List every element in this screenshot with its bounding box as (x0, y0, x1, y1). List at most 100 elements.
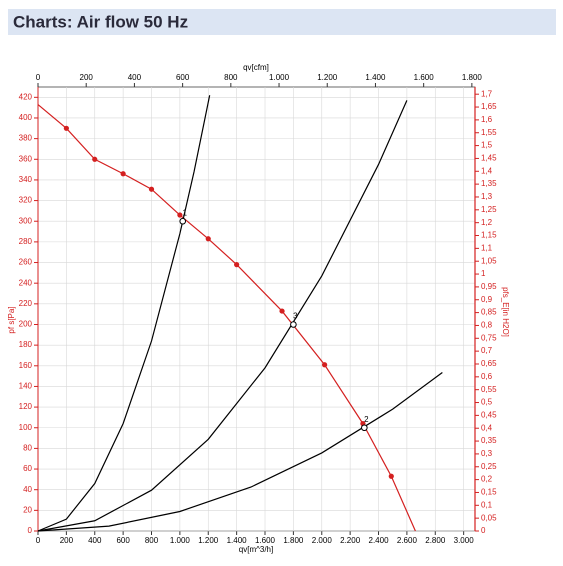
y-tick-label: 280 (19, 237, 33, 246)
y-tick-label: 0 (28, 526, 33, 535)
x-tick-label: 2.400 (369, 536, 390, 545)
x2-tick-label: 1.600 (414, 73, 435, 82)
y-tick-label: 200 (19, 320, 33, 329)
x2-tick-label: 0 (36, 73, 41, 82)
x-tick-label: 2.200 (340, 536, 361, 545)
y-tick-label: 240 (19, 278, 33, 287)
operating-point-label: 1 (182, 208, 187, 217)
y-tick-label: 100 (19, 423, 33, 432)
y-tick-label: 300 (19, 216, 33, 225)
y2-tick-label: 0,8 (481, 321, 493, 330)
y2-tick-label: 0,75 (481, 333, 497, 342)
y2-tick-label: 1,1 (481, 243, 493, 252)
x-tick-label: 0 (36, 536, 41, 545)
x-tick-label: 800 (145, 536, 159, 545)
y2-tick-label: 0,45 (481, 410, 497, 419)
x-tick-label: 600 (116, 536, 130, 545)
header-title: Charts: Air flow 50 Hz (13, 12, 188, 31)
y2-tick-label: 1,5 (481, 141, 493, 150)
y2-tick-label: 0,3 (481, 449, 493, 458)
x-tick-label: 1.000 (170, 536, 191, 545)
curve (37, 372, 443, 532)
curve-marker (205, 236, 211, 242)
plot: 0 200 400 600 800 1.000 1.200 1.400 1.600 1.800 2.… (19, 73, 497, 545)
operating-point-label: 3 (293, 312, 298, 321)
y2-axis-label: pfs_E[in H2O] (501, 287, 510, 337)
y2-tick-label: 1,3 (481, 192, 493, 201)
y-axis-label: pf s[Pa] (7, 306, 16, 333)
y-tick-label: 320 (19, 196, 33, 205)
x2-tick-label: 1.000 (269, 73, 290, 82)
curve-marker (234, 262, 240, 268)
y-tick-label: 160 (19, 361, 33, 370)
x-tick-label: 1.400 (227, 536, 248, 545)
y-tick-label: 360 (19, 154, 33, 163)
x2-tick-label: 800 (224, 73, 238, 82)
y-tick-label: 140 (19, 382, 33, 391)
y2-tick-label: 1,2 (481, 218, 493, 227)
x2-tick-label: 1.800 (462, 73, 483, 82)
y2-tick-label: 0,7 (481, 346, 493, 355)
curve-marker (177, 212, 183, 218)
x2-tick-label: 1.200 (317, 73, 338, 82)
x-tick-label: 200 (60, 536, 74, 545)
y2-tick-label: 1,7 (481, 89, 493, 98)
y-tick-label: 120 (19, 402, 33, 411)
y-tick-label: 40 (23, 485, 32, 494)
y2-tick-label: 0,1 (481, 500, 493, 509)
curve-marker (388, 473, 394, 479)
y2-tick-label: 0,5 (481, 398, 493, 407)
operating-point-label: 2 (364, 415, 369, 424)
y-tick-label: 60 (23, 464, 32, 473)
curve-marker (63, 125, 69, 131)
y2-tick-label: 0 (481, 526, 486, 535)
y2-tick-label: 1,05 (481, 256, 497, 265)
y2-tick-label: 1,45 (481, 154, 497, 163)
y2-tick-label: 1,6 (481, 115, 493, 124)
y2-tick-label: 1,25 (481, 205, 497, 214)
x-tick-label: 3.000 (454, 536, 475, 545)
y2-tick-label: 0,2 (481, 475, 493, 484)
x-tick-label: 1.800 (283, 536, 304, 545)
y2-tick-label: 0,25 (481, 462, 497, 471)
x-tick-label: 2.000 (312, 536, 333, 545)
x-axis-label: qv[m^3/h] (239, 545, 273, 554)
y2-tick-label: 0,4 (481, 423, 493, 432)
curve-marker (120, 171, 126, 177)
y2-tick-label: 1,35 (481, 179, 497, 188)
x-tick-label: 2.800 (425, 536, 446, 545)
x2-axis-label: qv[cfm] (243, 63, 269, 72)
y2-tick-label: 0,65 (481, 359, 497, 368)
curve (37, 100, 408, 532)
curve-marker (279, 308, 285, 314)
y2-tick-label: 0,85 (481, 308, 497, 317)
x-tick-label: 400 (88, 536, 102, 545)
y2-tick-label: 0,55 (481, 385, 497, 394)
y2-tick-label: 0,6 (481, 372, 493, 381)
x2-tick-label: 200 (80, 73, 94, 82)
x2-tick-label: 600 (176, 73, 190, 82)
operating-point (361, 424, 368, 432)
x-tick-label: 1.200 (198, 536, 219, 545)
y-tick-label: 80 (23, 444, 32, 453)
y-tick-label: 380 (19, 134, 33, 143)
y-tick-label: 420 (19, 92, 33, 101)
y-tick-label: 20 (23, 505, 32, 514)
y2-tick-label: 1,55 (481, 128, 497, 137)
y2-tick-label: 1 (481, 269, 486, 278)
y2-tick-label: 0,9 (481, 295, 493, 304)
curve-marker (322, 362, 328, 368)
x-tick-label: 1.600 (255, 536, 276, 545)
y2-tick-label: 0,15 (481, 488, 497, 497)
operating-point (179, 217, 187, 225)
y2-tick-label: 0,05 (481, 513, 497, 522)
y-tick-label: 340 (19, 175, 33, 184)
y-tick-label: 220 (19, 299, 33, 308)
header-bar (8, 9, 556, 35)
y2-tick-label: 0,95 (481, 282, 497, 291)
y2-tick-label: 1,65 (481, 102, 497, 111)
y2-tick-label: 0,35 (481, 436, 497, 445)
x2-tick-label: 1.400 (365, 73, 386, 82)
y2-tick-label: 1,15 (481, 231, 497, 240)
